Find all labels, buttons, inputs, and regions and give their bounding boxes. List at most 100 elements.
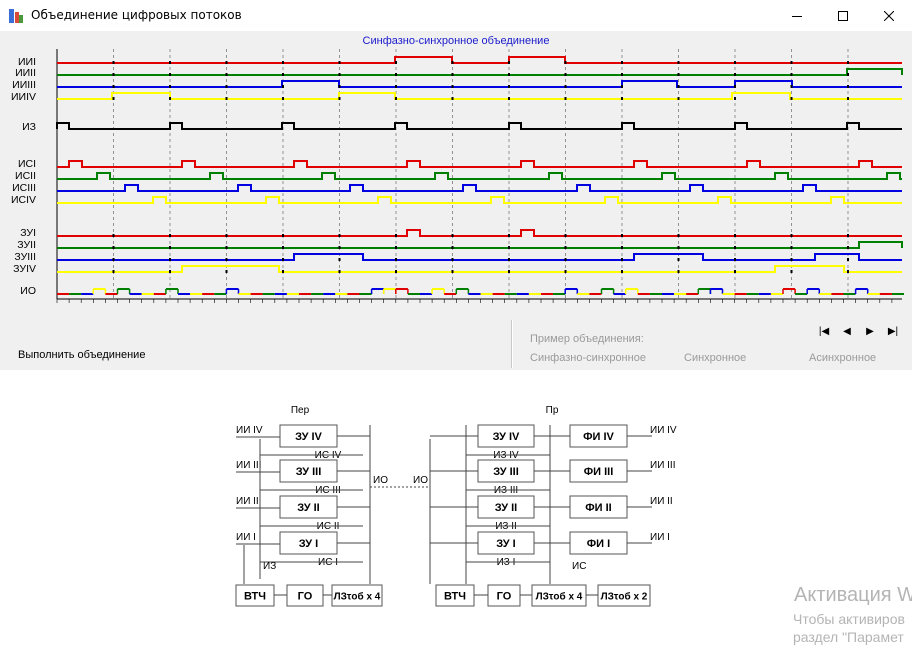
sample-marker <box>112 258 115 261</box>
app-icon <box>9 9 23 23</box>
rx-fi-label: ФИ IV <box>583 431 614 443</box>
tx-input-label: ИИ III <box>236 460 262 471</box>
sample-marker <box>677 97 680 100</box>
rx-is-label: ИС <box>572 561 586 572</box>
sample-marker <box>395 270 397 273</box>
sample-marker <box>451 85 454 88</box>
sample-marker <box>282 234 284 237</box>
signal-trace <box>57 184 902 192</box>
prev-button[interactable]: ◀ <box>843 326 851 337</box>
sample-marker <box>621 97 623 100</box>
sample-marker <box>621 73 623 76</box>
sample-marker <box>847 234 849 237</box>
rx-io-label: ИО <box>413 475 428 486</box>
rx-fi-label: ФИ III <box>584 466 614 478</box>
sample-marker <box>734 85 736 88</box>
sample-marker <box>451 234 454 237</box>
sample-marker <box>508 97 510 100</box>
maximize-icon <box>838 10 848 21</box>
sample-marker <box>338 85 341 88</box>
sample-marker <box>564 246 567 249</box>
execute-button[interactable]: Выполнить объединение <box>18 349 146 361</box>
channel-label: ЗУIII <box>14 251 36 263</box>
rx-go-label: ГО <box>497 591 512 603</box>
rx-title: Пр <box>546 405 559 416</box>
maximize-button[interactable] <box>820 0 866 31</box>
sample-marker <box>621 258 623 261</box>
sample-marker <box>734 270 736 273</box>
signal-trace <box>57 68 903 76</box>
sample-marker <box>847 97 849 100</box>
window-title: Объединение цифровых потоков <box>31 8 242 22</box>
sample-marker <box>790 61 793 64</box>
rx-output-label: ИИ I <box>650 532 670 543</box>
signal-trace <box>56 122 902 130</box>
sample-marker <box>169 234 171 237</box>
sample-marker <box>338 246 341 249</box>
timing-panel: Синфазно-синхронное объединение ИИI ИИII И… <box>0 31 912 370</box>
rx-output-label: ИИ IV <box>650 425 677 436</box>
sample-marker <box>395 61 397 64</box>
rx-output-label: ИИ III <box>650 460 676 471</box>
sample-marker <box>508 73 510 76</box>
rx-memory-label: ЗУ I <box>496 538 515 550</box>
sample-marker <box>169 61 171 64</box>
tx-memory-label: ЗУ II <box>297 502 319 514</box>
sample-marker <box>621 246 623 249</box>
first-button[interactable]: |◀ <box>818 326 830 337</box>
channel-label: ЗУIV <box>13 263 36 275</box>
sample-marker <box>734 73 736 76</box>
channel-label: ИИII <box>15 67 36 79</box>
sample-marker <box>508 61 510 64</box>
signal-trace <box>57 265 902 273</box>
sample-marker <box>564 61 567 64</box>
block-diagram: Пер Пр ИИ IV ЗУ IV ИС IV ИИ III ЗУ III ИС III ИИ… <box>230 399 682 609</box>
signal-trace <box>57 56 902 64</box>
minimize-button[interactable] <box>774 0 820 31</box>
sample-marker <box>282 246 284 249</box>
sample-marker <box>564 73 567 76</box>
sample-marker <box>395 246 397 249</box>
sample-marker <box>112 73 115 76</box>
sample-marker <box>847 270 849 273</box>
mode-in-phase-sync[interactable]: Синфазно-синхронное <box>530 352 646 364</box>
sample-marker <box>395 258 397 261</box>
title-bar: Объединение цифровых потоков <box>0 0 912 32</box>
last-button[interactable]: ▶| <box>887 326 899 337</box>
sample-marker <box>282 61 284 64</box>
minimize-icon <box>792 15 802 17</box>
sample-marker <box>282 97 284 100</box>
sample-marker <box>508 234 510 237</box>
tx-btch-label: ВТЧ <box>244 591 266 603</box>
sample-marker <box>282 85 284 88</box>
sample-marker <box>112 246 115 249</box>
sample-marker <box>790 97 793 100</box>
sample-marker <box>508 85 510 88</box>
sample-marker <box>677 73 680 76</box>
sample-marker <box>112 61 115 64</box>
rx-lz2-label: ЛЗτоб x 2 <box>601 591 648 603</box>
channel-label: ИСIV <box>10 194 36 206</box>
sample-marker <box>847 246 849 249</box>
sample-marker <box>621 61 623 64</box>
sample-marker <box>225 85 228 88</box>
sample-marker <box>677 85 680 88</box>
activation-watermark: Активация W <box>794 584 912 606</box>
tx-lz-label: ЛЗτоб x 4 <box>334 591 381 603</box>
tx-memory-label: ЗУ III <box>296 466 322 478</box>
sample-marker <box>169 246 171 249</box>
sample-marker <box>847 85 849 88</box>
tx-io-label: ИО <box>373 475 388 486</box>
close-button[interactable] <box>866 0 912 31</box>
sample-marker <box>395 85 397 88</box>
signal-trace <box>57 92 902 100</box>
rx-fi-label: ФИ I <box>587 538 610 550</box>
example-label: Пример объединения: <box>530 333 644 345</box>
sample-marker <box>564 85 567 88</box>
sample-marker <box>564 234 567 237</box>
next-button[interactable]: ▶ <box>866 326 874 337</box>
mode-sync[interactable]: Синхронное <box>684 352 747 364</box>
sample-marker <box>225 246 228 249</box>
mode-async[interactable]: Асинхронное <box>809 352 877 364</box>
sample-marker <box>677 246 680 249</box>
